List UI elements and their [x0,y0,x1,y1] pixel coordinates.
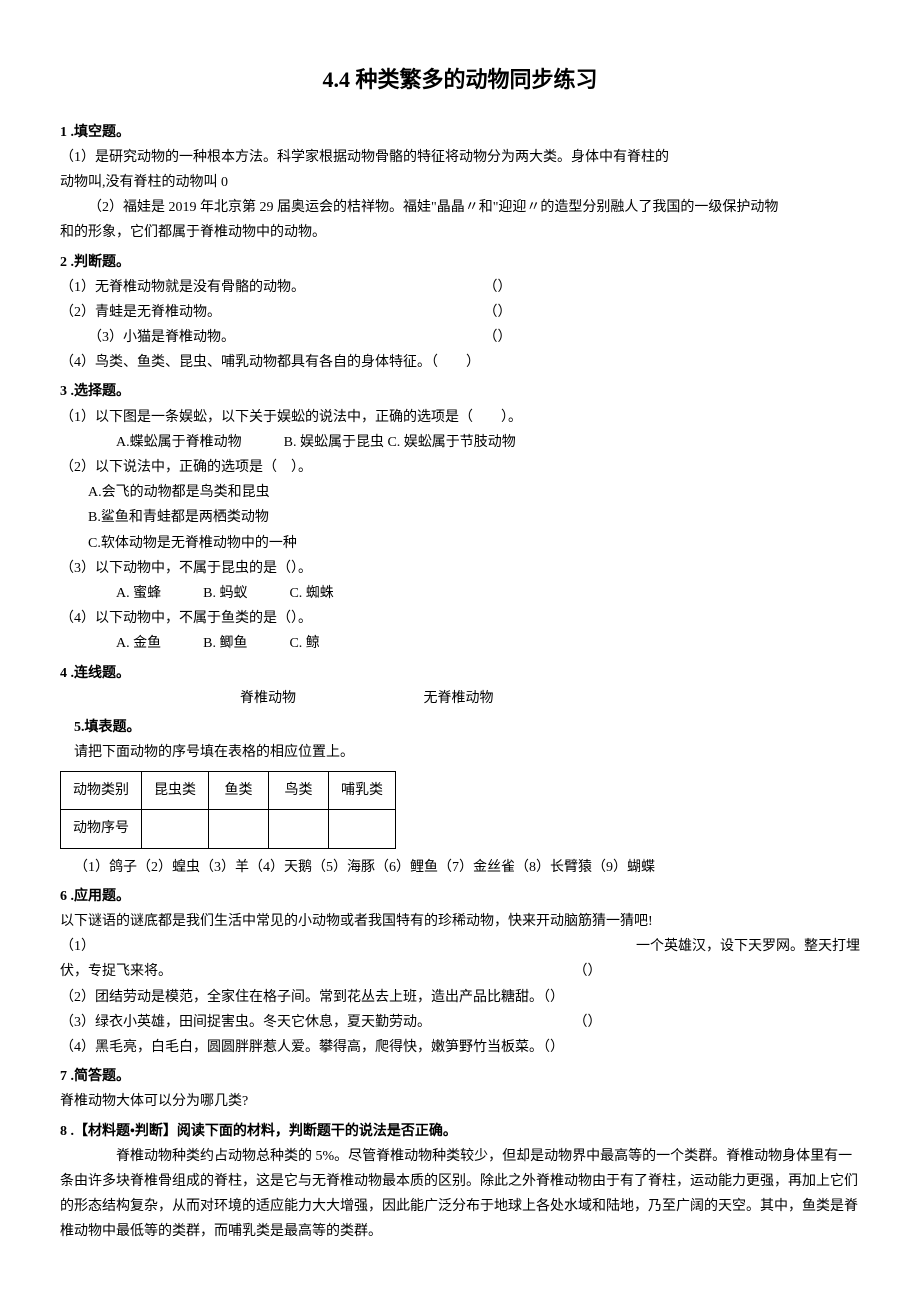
s1-q2a: （2）福娃是 2019 年北京第 29 届奥运会的桔祥物。福娃"晶晶〃和"迎迎〃… [60,195,860,220]
col-header-4: 哺乳类 [329,772,396,810]
s6-q1-line2: 伏，专捉飞来将。 （） [60,959,860,984]
s3-q1-opts: A.蝶蚣属于脊椎动物 B. 娱蚣属于昆虫 C. 娱蚣属于节肢动物 [60,430,860,455]
section-2-header: 2 .判断题。 [60,250,860,275]
s3-q3-opts: A. 蜜蜂 B. 蚂蚁 C. 蜘蛛 [60,581,860,606]
s6-q1b: 一个英雄汉，设下天罗网。整天打埋 [636,934,860,959]
s2-q3: （3）小猫是脊椎动物。 （） [60,325,860,350]
s4-pair: 脊椎动物 无脊椎动物 [60,686,860,711]
s1-q1b: 动物叫,没有脊柱的动物叫 0 [60,170,860,195]
s6-q3: （3）绿衣小英雄，田间捉害虫。冬天它休息，夏天勤劳动。 （） [60,1010,860,1035]
s7-q: 脊椎动物大体可以分为哪几类? [60,1089,860,1114]
s3-q4-opts: A. 金鱼 B. 鲫鱼 C. 鲸 [60,631,860,656]
s2-q2: （2）青蛙是无脊椎动物。 （） [60,300,860,325]
section-1-header: 1 .填空题。 [60,120,860,145]
s2-q3-paren: （） [484,330,512,345]
s2-q1-text: （1）无脊椎动物就是没有骨骼的动物。 [60,275,480,300]
s6-intro: 以下谜语的谜底都是我们生活中常见的小动物或者我国特有的珍稀动物，快来开动脑筋猜一… [60,909,860,934]
s6-q3-text: （3）绿衣小英雄，田间捉害虫。冬天它休息，夏天勤劳动。 [60,1010,570,1035]
s3-q3: （3）以下动物中，不属于昆虫的是（）。 [60,556,860,581]
blank-cell [329,810,396,848]
blank-cell [142,810,209,848]
s2-q1-paren: （） [484,280,512,295]
s2-q3-text: （3）小猫是脊椎动物。 [88,325,480,350]
s6-q1c: 伏，专捉飞来将。 [60,959,570,984]
s2-q4: （4）鸟类、鱼类、昆虫、哺乳动物都具有各自的身体特征。（ ） [60,350,860,375]
s6-q1a: （1） [60,934,95,959]
s3-q2a: A.会飞的动物都是鸟类和昆虫 [60,480,860,505]
s2-q2-paren: （） [484,305,512,320]
s3-q2b: B.鲨鱼和青蛙都是两栖类动物 [60,505,860,530]
s5-list: （1）鸽子（2）蝗虫（3）羊（4）天鹅（5）海豚（6）鲤鱼（7）金丝雀（8）长臂… [60,855,860,880]
table-row: 动物类别 昆虫类 鱼类 鸟类 哺乳类 [61,772,396,810]
s3-q4: （4）以下动物中，不属于鱼类的是（）。 [60,606,860,631]
row-label: 动物序号 [61,810,142,848]
s6-q1-line1: （1） 一个英雄汉，设下天罗网。整天打埋 [60,934,860,959]
col-header-2: 鱼类 [209,772,269,810]
s6-q3-paren: （） [574,1015,602,1030]
section-4-header: 4 .连线题。 [60,661,860,686]
s2-q1: （1）无脊椎动物就是没有骨骼的动物。 （） [60,275,860,300]
blank-cell [209,810,269,848]
section-5-header: 5.填表题。 [60,715,860,740]
blank-cell [269,810,329,848]
s4-left: 脊椎动物 [240,686,420,711]
section-7-header: 7 .简答题。 [60,1064,860,1089]
s3-q1: （1）以下图是一条娱蚣，以下关于娱蚣的说法中，正确的选项是（ ）。 [60,405,860,430]
table-row: 动物序号 [61,810,396,848]
s1-q1a: （1）是研究动物的一种根本方法。科学家根据动物骨骼的特征将动物分为两大类。身体中… [60,145,860,170]
col-header-0: 动物类别 [61,772,142,810]
s3-q2c: C.软体动物是无脊椎动物中的一种 [60,531,860,556]
s8-para: 脊椎动物种类约占动物总种类的 5%。尽管脊椎动物种类较少，但却是动物界中最高等的… [60,1144,860,1245]
section-3-header: 3 .选择题。 [60,379,860,404]
section-6-header: 6 .应用题。 [60,884,860,909]
s2-q2-text: （2）青蛙是无脊椎动物。 [60,300,480,325]
s6-q2: （2）团结劳动是模范，全家住在格子间。常到花丛去上班，造出产品比糖甜。（） [60,985,860,1010]
s3-q2: （2）以下说法中，正确的选项是（ ）。 [60,455,860,480]
col-header-3: 鸟类 [269,772,329,810]
s1-q2b: 和的形象，它们都属于脊椎动物中的动物。 [60,220,860,245]
col-header-1: 昆虫类 [142,772,209,810]
s5-instruction: 请把下面动物的序号填在表格的相应位置上。 [60,740,860,765]
animal-category-table: 动物类别 昆虫类 鱼类 鸟类 哺乳类 动物序号 [60,771,396,848]
s6-q4: （4）黑毛亮，白毛白，圆圆胖胖惹人爱。攀得高，爬得快，嫩笋野竹当板菜。（） [60,1035,860,1060]
section-8-header: 8 .【材料题•判断】阅读下面的材料，判断题干的说法是否正确。 [60,1119,860,1144]
page-title: 4.4 种类繁多的动物同步练习 [60,60,860,100]
s6-q1-paren: （） [574,964,602,979]
s4-right: 无脊椎动物 [424,686,494,711]
